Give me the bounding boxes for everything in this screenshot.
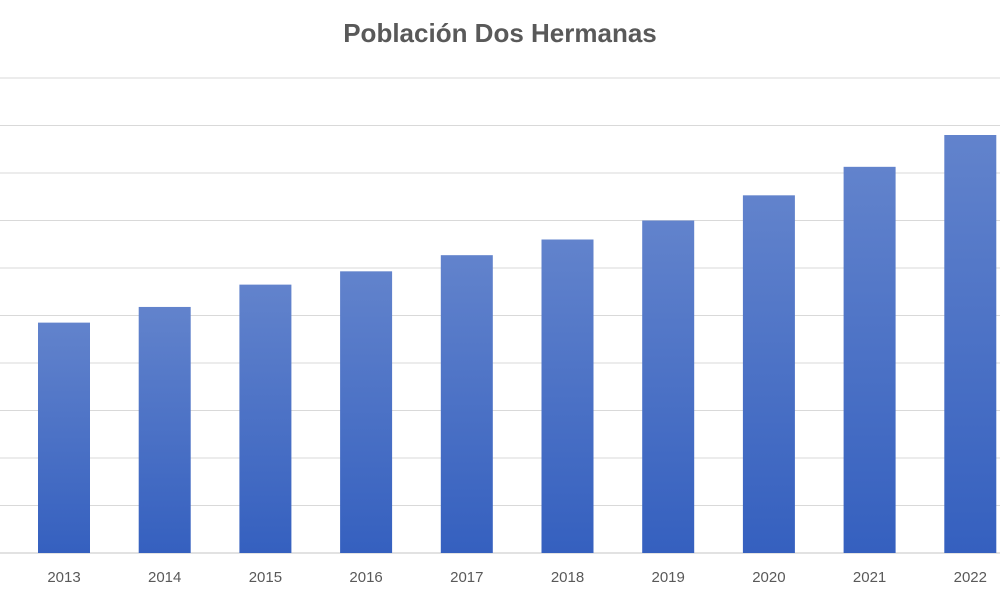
bar-2016 xyxy=(340,271,393,553)
bar-2021 xyxy=(843,166,896,553)
bar-2018 xyxy=(541,239,594,553)
x-tick-label: 2014 xyxy=(148,569,181,586)
x-tick-label: 2020 xyxy=(752,569,785,586)
bar-2014 xyxy=(138,306,191,553)
bar-2019 xyxy=(642,220,695,553)
bar-2020 xyxy=(742,195,795,553)
bars xyxy=(38,135,997,554)
bar-2022 xyxy=(944,135,997,553)
bar-2015 xyxy=(239,284,292,553)
bar-2013 xyxy=(38,322,90,553)
x-tick-label: 2018 xyxy=(551,569,584,586)
x-tick-label: 2017 xyxy=(450,569,483,586)
x-tick-label: 2022 xyxy=(954,569,987,586)
x-axis-labels: 2013 2014 2015 2016 2017 2018 2019 2020 2021 2022 xyxy=(47,569,987,586)
x-tick-label: 2015 xyxy=(249,569,282,586)
x-tick-label: 2016 xyxy=(349,569,382,586)
bar-2017 xyxy=(440,255,493,554)
x-tick-label: 2013 xyxy=(47,569,80,586)
chart-title: Población Dos Hermanas xyxy=(343,18,657,48)
x-tick-label: 2019 xyxy=(652,569,685,586)
x-tick-label: 2021 xyxy=(853,569,886,586)
